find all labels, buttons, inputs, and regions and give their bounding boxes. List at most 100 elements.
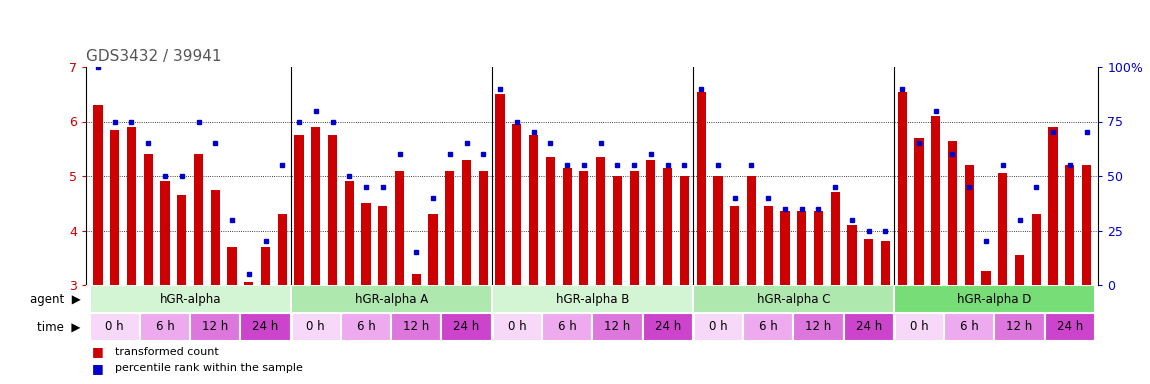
Text: 12 h: 12 h (1006, 321, 1033, 333)
Bar (210, 190, 220, 285)
Text: time  ▶: time ▶ (37, 321, 81, 333)
Text: 24 h: 24 h (1057, 321, 1083, 333)
Text: 6 h: 6 h (960, 321, 979, 333)
Bar (194, 154, 204, 285)
Text: 6 h: 6 h (155, 321, 175, 333)
Text: 0 h: 0 h (507, 321, 527, 333)
Bar (844, 313, 894, 341)
Bar (90, 313, 140, 341)
Bar (529, 135, 538, 285)
Bar (680, 176, 689, 285)
Bar (90, 285, 291, 313)
Bar (932, 116, 941, 285)
Bar (692, 313, 743, 341)
Text: ■: ■ (92, 345, 104, 358)
Bar (546, 157, 555, 285)
Bar (160, 182, 169, 285)
Bar (998, 173, 1007, 285)
Text: percentile rank within the sample: percentile rank within the sample (115, 363, 302, 373)
Bar (965, 165, 974, 285)
Bar (1044, 313, 1095, 341)
Bar (894, 313, 944, 341)
Bar (646, 160, 656, 285)
Bar (492, 313, 542, 341)
Bar (478, 170, 488, 285)
Bar (848, 225, 857, 285)
Bar (462, 160, 471, 285)
Text: 12 h: 12 h (805, 321, 831, 333)
Bar (110, 130, 120, 285)
Bar (412, 274, 421, 285)
Bar (743, 313, 793, 341)
Bar (429, 214, 438, 285)
Bar (830, 192, 840, 285)
Bar (1015, 255, 1025, 285)
Text: 0 h: 0 h (106, 321, 124, 333)
Bar (93, 105, 102, 285)
Text: agent  ▶: agent ▶ (30, 293, 81, 306)
Bar (277, 214, 286, 285)
Bar (312, 127, 321, 285)
Bar (394, 170, 404, 285)
Bar (492, 285, 692, 313)
Bar (981, 271, 990, 285)
Bar (894, 285, 1095, 313)
Text: hGR-alpha A: hGR-alpha A (354, 293, 428, 306)
Bar (664, 168, 673, 285)
Bar (294, 135, 304, 285)
Bar (340, 313, 391, 341)
Bar (596, 157, 605, 285)
Bar (512, 124, 521, 285)
Bar (542, 313, 592, 341)
Text: hGR-alpha B: hGR-alpha B (555, 293, 629, 306)
Bar (948, 141, 957, 285)
Bar (864, 239, 873, 285)
Bar (496, 94, 505, 285)
Bar (713, 176, 722, 285)
Text: 24 h: 24 h (654, 321, 681, 333)
Bar (1049, 127, 1058, 285)
Bar (814, 212, 823, 285)
Text: 0 h: 0 h (708, 321, 727, 333)
Bar (445, 170, 454, 285)
Bar (361, 203, 370, 285)
Bar (177, 195, 186, 285)
Text: 0 h: 0 h (307, 321, 325, 333)
Bar (291, 313, 340, 341)
Text: 24 h: 24 h (252, 321, 278, 333)
Bar (692, 285, 894, 313)
Bar (244, 282, 253, 285)
Bar (914, 138, 923, 285)
Bar (261, 247, 270, 285)
Text: hGR-alpha D: hGR-alpha D (957, 293, 1032, 306)
Bar (881, 242, 890, 285)
Bar (442, 313, 492, 341)
Text: transformed count: transformed count (115, 347, 218, 357)
Bar (697, 91, 706, 285)
Text: 24 h: 24 h (453, 321, 480, 333)
Bar (345, 182, 354, 285)
Bar (781, 212, 790, 285)
Bar (613, 176, 622, 285)
Text: 6 h: 6 h (558, 321, 576, 333)
Bar (378, 206, 388, 285)
Bar (240, 313, 291, 341)
Bar (898, 91, 907, 285)
Text: ■: ■ (92, 362, 104, 375)
Bar (144, 154, 153, 285)
Bar (793, 313, 844, 341)
Bar (1032, 214, 1041, 285)
Text: 0 h: 0 h (910, 321, 928, 333)
Bar (580, 170, 589, 285)
Bar (391, 313, 442, 341)
Text: 6 h: 6 h (759, 321, 777, 333)
Text: hGR-alpha C: hGR-alpha C (757, 293, 830, 306)
Bar (730, 206, 739, 285)
Bar (126, 127, 136, 285)
Bar (1082, 165, 1091, 285)
Bar (629, 170, 638, 285)
Bar (291, 285, 492, 313)
Text: 12 h: 12 h (404, 321, 429, 333)
Bar (328, 135, 337, 285)
Bar (764, 206, 773, 285)
